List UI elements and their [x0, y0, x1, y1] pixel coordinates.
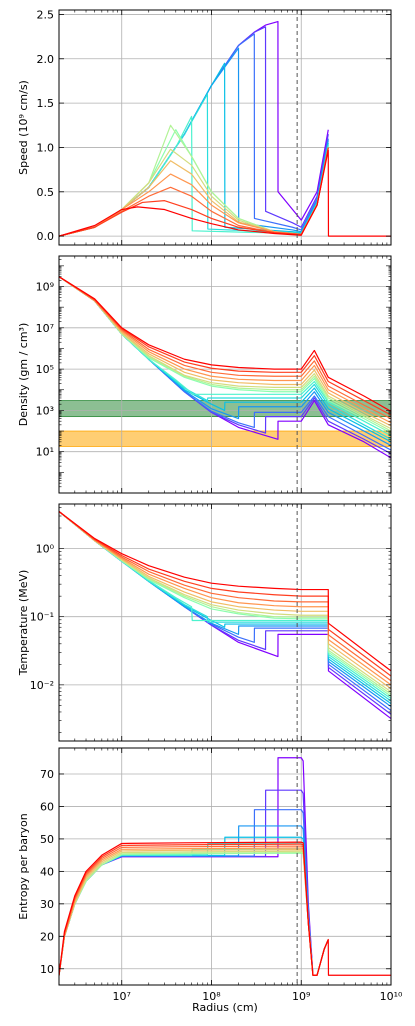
y-tick-label: 10⁷: [36, 322, 54, 335]
series-line-9: [59, 276, 391, 432]
y-tick-label: 10⁵: [36, 363, 54, 376]
y-tick-label: 10: [40, 963, 54, 976]
shaded-band-2: [58, 430, 392, 447]
y-tick-label: 70: [40, 768, 54, 781]
y-axis-label: Density (gm / cm³): [17, 323, 30, 426]
panel-2: 10¹ 10³ 10⁵ 10⁷ 10⁹ Density (gm / cm³): [17, 255, 392, 494]
series-line-14: [59, 276, 391, 416]
y-tick-label: 10⁹: [36, 281, 54, 294]
y-tick-label: 60: [40, 800, 54, 813]
y-tick-label: 50: [40, 833, 54, 846]
x-tick-label: 10⁹: [292, 990, 310, 1003]
axes-frame: [58, 747, 392, 986]
y-axis-label: Entropy per baryon: [17, 813, 30, 919]
y-tick-label: 20: [40, 930, 54, 943]
series-line-9: [59, 510, 391, 695]
series-line-3: [59, 276, 391, 451]
x-tick-label: 10¹⁰: [380, 990, 403, 1003]
series-line-3: [59, 33, 329, 237]
series-line-14: [59, 510, 391, 677]
series-line-15: [59, 841, 391, 976]
y-tick-label: 40: [40, 865, 54, 878]
series-line-12: [59, 276, 391, 424]
series-line-13: [59, 510, 391, 682]
panel-1: 0.0 0.5 1.0 1.5 2.0 2.5 Speed (10⁹ cm/s): [17, 8, 392, 246]
series-line-1: [59, 20, 329, 237]
y-tick-label: 0.0: [37, 230, 55, 243]
y-tick-label: 30: [40, 898, 54, 911]
axes-frame: [58, 503, 392, 742]
series-line-8: [59, 129, 329, 237]
y-tick-label: 10⁻¹: [30, 611, 54, 624]
series-line-2: [59, 510, 391, 715]
series-line-9: [59, 851, 329, 976]
x-tick-label: 10⁸: [202, 990, 221, 1003]
series-line-10: [59, 510, 391, 693]
series-line-10: [59, 850, 329, 976]
series-line-15: [59, 276, 391, 412]
series-line-10: [59, 276, 391, 430]
series-line-4: [59, 47, 329, 237]
panel-4: 10 20 30 40 50 60 70 10⁷ 10⁸ 10⁹ 10¹⁰ Entropy per b…: [17, 747, 403, 1014]
y-tick-label: 2.5: [37, 8, 55, 21]
y-tick-label: 10⁰: [36, 543, 55, 556]
series-line-6: [59, 93, 329, 237]
y-tick-label: 1.5: [37, 97, 55, 110]
y-axis-label: Temperature (MeV): [17, 570, 30, 677]
y-axis-label: Speed (10⁹ cm/s): [17, 80, 30, 175]
series-line-15: [59, 149, 391, 237]
axes-frame: [58, 9, 392, 246]
axes-frame: [58, 255, 392, 494]
y-tick-label: 10¹: [36, 446, 54, 459]
series-line-2: [59, 789, 329, 976]
series-line-3: [59, 809, 329, 976]
y-tick-label: 0.5: [37, 186, 55, 199]
series-line-11: [59, 276, 391, 427]
series-line-6: [59, 510, 391, 702]
x-tick-label: 10⁷: [113, 990, 131, 1003]
series-line-11: [59, 849, 329, 976]
series-line-15: [59, 510, 391, 672]
series-line-1: [59, 510, 391, 720]
y-tick-label: 10³: [36, 404, 54, 417]
series-line-13: [59, 276, 391, 420]
x-axis-label: Radius (cm): [192, 1001, 258, 1014]
y-tick-label: 2.0: [37, 53, 55, 66]
series-line-2: [59, 276, 391, 455]
y-tick-label: 1.0: [37, 141, 55, 154]
y-tick-label: 10⁻²: [30, 679, 54, 692]
panel-3: 10⁻² 10⁻¹ 10⁰ Temperature (MeV): [17, 503, 392, 742]
